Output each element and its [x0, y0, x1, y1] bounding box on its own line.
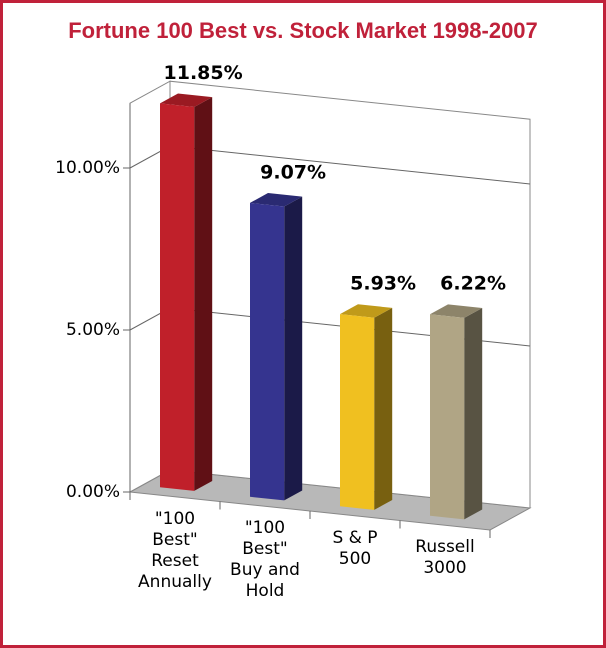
value-label: 9.07% [260, 161, 326, 183]
bar-top [160, 93, 213, 107]
bar-side [464, 307, 483, 520]
x-tick-label: Russell 3000 [415, 537, 475, 579]
bar [340, 314, 375, 510]
y-tick-label: 5.00% [66, 320, 120, 340]
chart-title: Fortune 100 Best vs. Stock Market 1998-2… [68, 18, 538, 43]
value-label: 5.93% [350, 273, 416, 295]
x-tick-label: S & P 500 [332, 527, 378, 569]
bar-top [250, 193, 303, 207]
value-label: 6.22% [440, 273, 506, 295]
bar-top [430, 304, 483, 318]
x-tick-label: "100 Best" Reset Annually [138, 508, 212, 592]
y-tick-label: 10.00% [55, 158, 120, 178]
bar-side [284, 196, 303, 501]
bar [160, 103, 195, 491]
x-tick-label: "100 Best" Buy and Hold [230, 518, 300, 602]
bar-side [194, 97, 213, 491]
bar [430, 314, 465, 520]
bar-top [340, 304, 393, 318]
bar-side [374, 307, 393, 510]
y-tick-label: 0.00% [66, 482, 120, 502]
bar [250, 202, 285, 501]
value-label: 11.85% [164, 62, 243, 84]
